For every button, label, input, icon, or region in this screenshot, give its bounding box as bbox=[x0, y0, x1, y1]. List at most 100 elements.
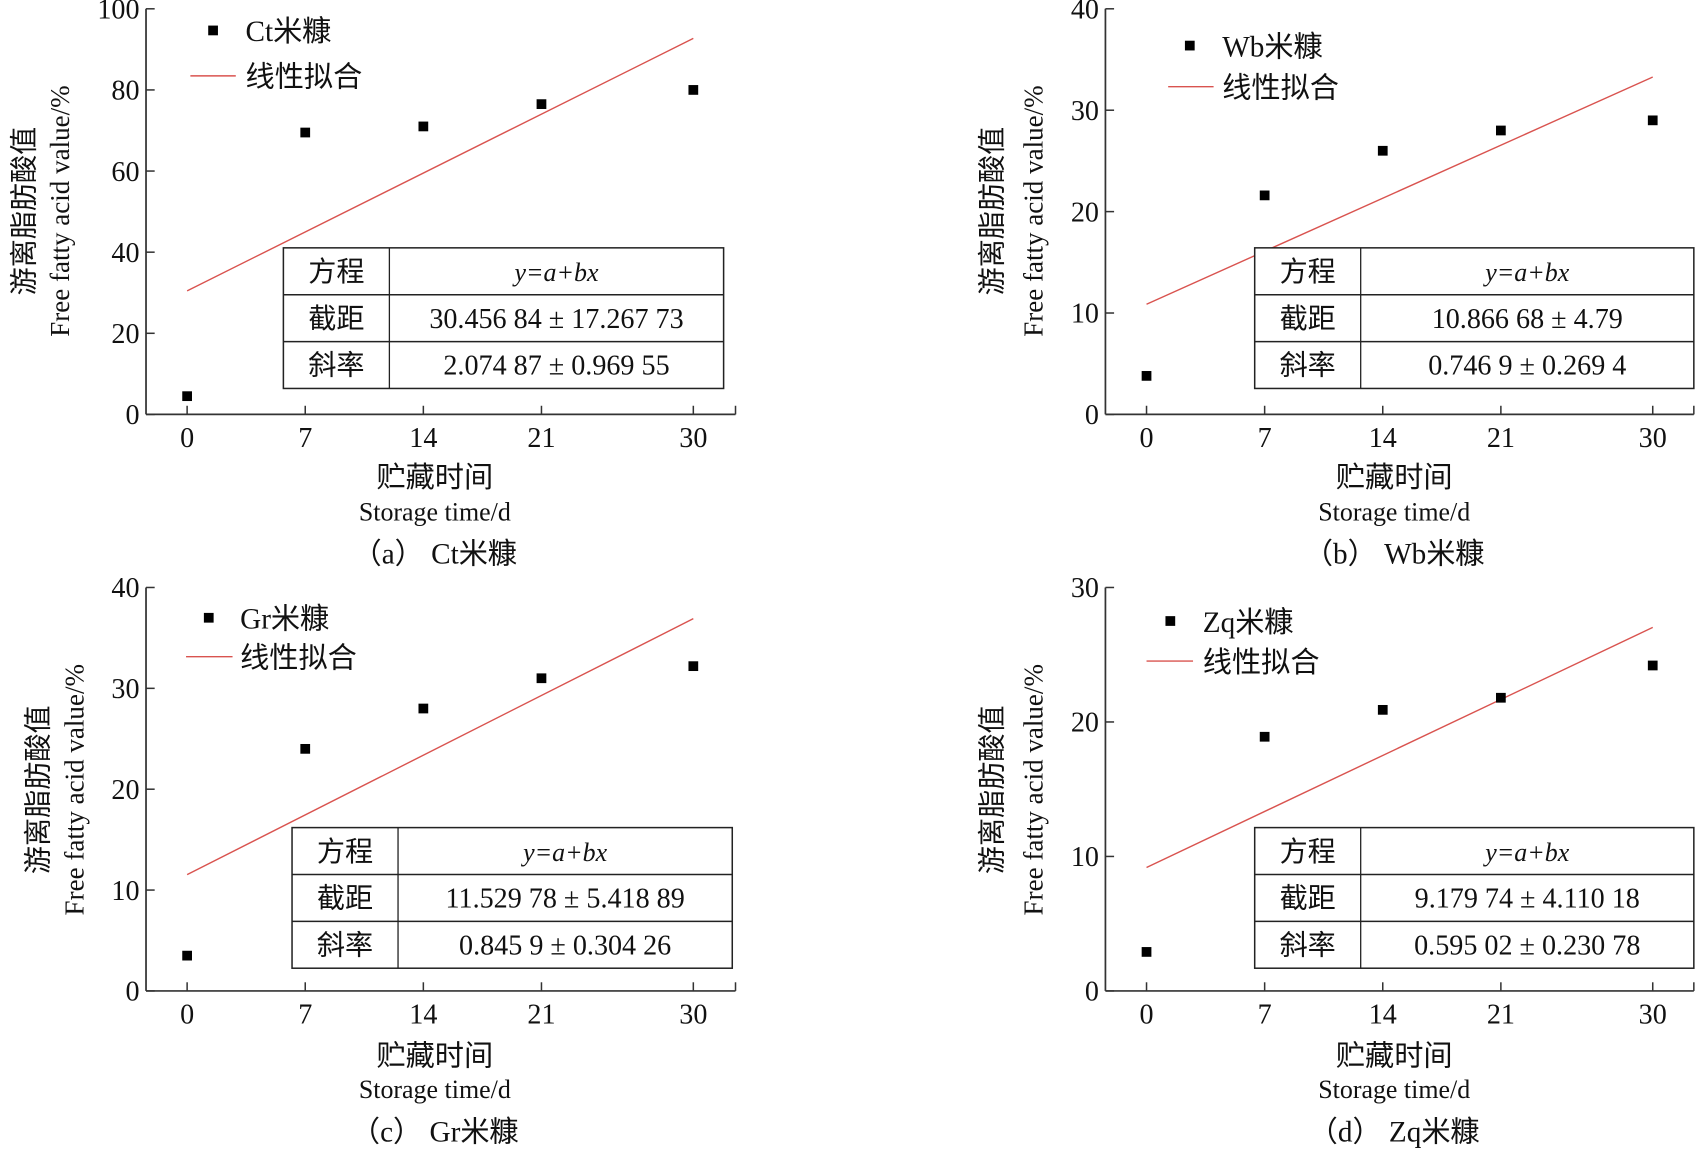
y-axis-label-en: Free fatty acid value/% bbox=[45, 85, 75, 336]
table-row-value: 10.866 68 ± 4.79 bbox=[1432, 304, 1623, 335]
table-row-value: 11.529 78 ± 5.418 89 bbox=[446, 884, 685, 915]
legend-label-points: Zq米糠 bbox=[1203, 606, 1294, 639]
y-tick-label: 30 bbox=[1071, 96, 1099, 127]
x-tick-label: 14 bbox=[1369, 999, 1397, 1030]
data-point bbox=[182, 950, 192, 961]
x-tick-label: 0 bbox=[1139, 423, 1153, 454]
data-point bbox=[182, 391, 192, 402]
table-row-value: y=a+bx bbox=[1482, 838, 1569, 867]
data-point bbox=[688, 85, 699, 95]
data-point bbox=[1141, 947, 1152, 957]
table-border bbox=[291, 826, 734, 969]
x-axis-label-en: Storage time/d bbox=[359, 1075, 511, 1104]
table-row-value: 0.746 9 ± 0.269 4 bbox=[1428, 351, 1626, 382]
y-axis-label-cn: 游离脂肪酸值 bbox=[23, 705, 55, 874]
fit-line bbox=[1146, 76, 1654, 305]
x-tick-label: 0 bbox=[180, 423, 194, 454]
data-point bbox=[1259, 190, 1270, 201]
x-axis-label-cn: 贮藏时间 bbox=[376, 1040, 493, 1073]
fit-line bbox=[1146, 626, 1654, 869]
x-tick-label: 14 bbox=[409, 999, 437, 1030]
fit-table: 方程 y=a+bx 截距 11.529 78 ± 5.418 89 斜率 0.845 9 … bbox=[291, 826, 734, 969]
y-tick-label: 10 bbox=[1071, 299, 1099, 330]
x-axis-label-cn: 贮藏时间 bbox=[1336, 1040, 1453, 1073]
table-row-label: 斜率 bbox=[1280, 350, 1336, 382]
data-point bbox=[1647, 660, 1658, 671]
data-point bbox=[536, 673, 547, 684]
table-row-label: 方程 bbox=[1280, 256, 1336, 288]
data-point bbox=[688, 661, 699, 672]
table-row-value: y=a+bx bbox=[512, 258, 599, 287]
data-point bbox=[1141, 371, 1152, 381]
x-axis-label-cn: 贮藏时间 bbox=[376, 461, 493, 494]
panel-caption: （b） Wb米糠 bbox=[1304, 538, 1485, 571]
x-tick-label: 0 bbox=[180, 999, 194, 1030]
data-point bbox=[536, 99, 547, 109]
legend-label-points: Ct米糠 bbox=[246, 15, 332, 48]
table-row-value: 30.456 84 ± 17.267 73 bbox=[429, 304, 683, 335]
y-tick-label: 40 bbox=[1071, 0, 1099, 26]
panel-caption: （a） Ct米糠 bbox=[353, 538, 518, 571]
table-row-value: 0.595 02 ± 0.230 78 bbox=[1414, 931, 1640, 962]
legend-label-points: Wb米糠 bbox=[1222, 30, 1323, 63]
x-tick-label: 7 bbox=[1258, 999, 1272, 1030]
data-point bbox=[1496, 692, 1506, 703]
table-row-value: 9.179 74 ± 4.110 18 bbox=[1415, 884, 1640, 915]
x-tick-label: 21 bbox=[527, 999, 555, 1030]
x-tick-label: 30 bbox=[1639, 999, 1667, 1030]
data-point bbox=[300, 743, 311, 754]
x-tick-label: 7 bbox=[298, 999, 312, 1030]
legend-marker-points bbox=[208, 25, 218, 36]
data-point bbox=[418, 121, 429, 132]
fit-table: 方程 y=a+bx 截距 9.179 74 ± 4.110 18 斜率 0.595 02 … bbox=[1253, 826, 1695, 969]
data-point bbox=[1377, 145, 1388, 156]
x-tick-label: 7 bbox=[298, 423, 312, 454]
table-row-value: y=a+bx bbox=[1482, 258, 1569, 287]
x-tick-label: 30 bbox=[1639, 423, 1667, 454]
y-axis-label-cn: 游离脂肪酸值 bbox=[9, 127, 41, 296]
panel-caption: （c） Gr米糠 bbox=[351, 1115, 519, 1148]
data-point bbox=[1377, 704, 1388, 715]
table-row-label: 斜率 bbox=[308, 350, 364, 382]
y-tick-label: 20 bbox=[1071, 708, 1099, 739]
table-row-label: 方程 bbox=[317, 836, 373, 868]
data-point bbox=[418, 703, 429, 714]
fit-line bbox=[186, 618, 694, 876]
y-tick-label: 20 bbox=[111, 775, 139, 806]
y-axis-label-cn: 游离脂肪酸值 bbox=[977, 127, 1009, 296]
table-border bbox=[1253, 247, 1695, 390]
x-axis-label-cn: 贮藏时间 bbox=[1336, 461, 1453, 494]
y-tick-label: 30 bbox=[1071, 573, 1099, 604]
data-point bbox=[300, 127, 311, 138]
y-tick-label: 10 bbox=[1071, 842, 1099, 873]
table-row-label: 截距 bbox=[308, 303, 364, 335]
x-tick-label: 0 bbox=[1139, 999, 1153, 1030]
table-row-label: 截距 bbox=[1280, 883, 1336, 915]
y-axis-label-en: Free fatty acid value/% bbox=[1019, 85, 1049, 336]
table-border bbox=[1253, 826, 1695, 969]
y-tick-label: 0 bbox=[125, 400, 139, 431]
x-tick-label: 21 bbox=[527, 423, 555, 454]
x-axis-label-en: Storage time/d bbox=[1318, 1075, 1470, 1104]
y-tick-label: 30 bbox=[111, 674, 139, 705]
y-tick-label: 20 bbox=[111, 319, 139, 350]
table-row-label: 方程 bbox=[308, 256, 364, 288]
y-tick-label: 100 bbox=[97, 0, 139, 26]
legend-label-fit: 线性拟合 bbox=[240, 642, 357, 675]
y-tick-label: 40 bbox=[111, 573, 139, 604]
x-tick-label: 7 bbox=[1258, 423, 1272, 454]
y-tick-label: 0 bbox=[125, 977, 139, 1008]
table-row-label: 截距 bbox=[317, 883, 373, 915]
legend-label-fit: 线性拟合 bbox=[246, 61, 363, 94]
table-row-value: 0.845 9 ± 0.304 26 bbox=[459, 931, 671, 962]
y-tick-label: 10 bbox=[111, 876, 139, 907]
data-point bbox=[1647, 115, 1658, 126]
y-tick-label: 80 bbox=[111, 76, 139, 107]
y-tick-label: 20 bbox=[1071, 197, 1099, 228]
y-tick-label: 60 bbox=[111, 157, 139, 188]
table-border bbox=[282, 247, 725, 390]
